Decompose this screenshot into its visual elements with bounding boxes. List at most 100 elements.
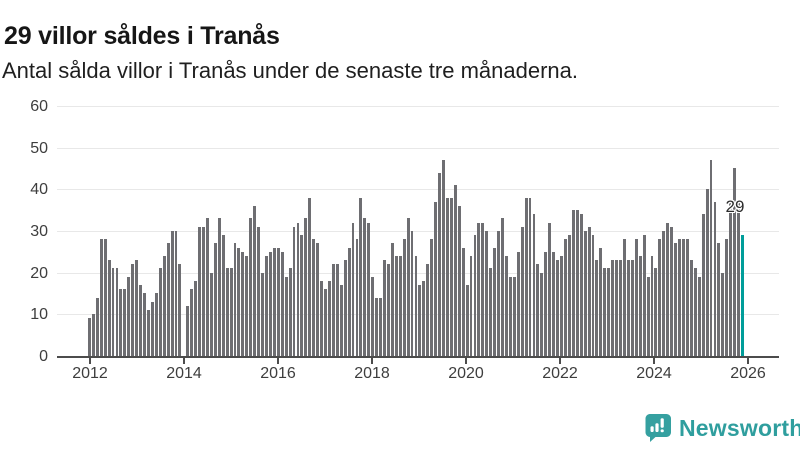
bar xyxy=(383,260,386,356)
bar xyxy=(95,298,99,356)
gridline xyxy=(57,272,779,274)
bar xyxy=(697,277,701,356)
bar xyxy=(284,277,288,356)
bar xyxy=(394,256,398,356)
bar xyxy=(512,277,516,356)
bar xyxy=(99,239,103,356)
bar xyxy=(650,256,654,356)
bar xyxy=(292,227,296,356)
bar xyxy=(347,248,351,356)
x-axis-tick xyxy=(653,358,655,364)
x-axis-tick xyxy=(277,358,279,364)
bar xyxy=(477,223,481,356)
newsworthy-logo[interactable]: Newsworthy xyxy=(644,413,800,443)
bar xyxy=(556,260,560,356)
bar xyxy=(623,239,626,356)
bar xyxy=(442,160,445,356)
bar xyxy=(626,260,630,356)
bar xyxy=(335,264,339,356)
bar xyxy=(265,256,268,356)
bar xyxy=(115,268,119,356)
chart-title: 29 villor såldes i Tranås xyxy=(4,21,280,50)
bar xyxy=(603,268,607,356)
bar xyxy=(678,239,681,356)
bar xyxy=(119,289,123,356)
bar xyxy=(536,264,540,356)
bar xyxy=(280,252,284,356)
bar xyxy=(202,227,205,356)
bar xyxy=(229,268,233,356)
bar xyxy=(481,223,485,356)
bar xyxy=(674,243,678,356)
bar xyxy=(595,260,599,356)
bar xyxy=(351,223,355,356)
bar xyxy=(123,289,127,356)
bar xyxy=(505,256,508,356)
bar xyxy=(241,252,245,356)
bar xyxy=(206,218,209,356)
x-axis-tick-label: 2014 xyxy=(166,365,202,382)
x-axis-tick-label: 2012 xyxy=(72,365,108,382)
bar xyxy=(249,218,253,356)
bar xyxy=(217,218,221,356)
gridline xyxy=(57,231,779,232)
gridline xyxy=(57,314,779,316)
bar xyxy=(367,223,371,356)
bar xyxy=(162,256,166,356)
bar xyxy=(725,239,729,356)
gridline xyxy=(57,189,779,191)
x-axis-tick-label: 2018 xyxy=(354,365,390,382)
bar xyxy=(666,223,670,356)
bar xyxy=(682,239,685,356)
bar xyxy=(355,239,359,356)
chart-subtitle: Antal sålda villor i Tranås under de sen… xyxy=(2,58,578,83)
newsworthy-speech-bubble-icon xyxy=(644,413,672,443)
bar xyxy=(257,227,261,356)
bar xyxy=(457,206,461,356)
bar xyxy=(272,248,276,356)
bar xyxy=(237,248,241,356)
bar xyxy=(300,235,304,356)
bar xyxy=(737,202,740,356)
gridline xyxy=(57,106,779,107)
bar xyxy=(611,260,615,356)
bar xyxy=(705,189,709,356)
bar xyxy=(174,231,178,356)
bar xyxy=(516,252,520,356)
bar xyxy=(139,285,143,356)
bar xyxy=(221,235,225,356)
bar xyxy=(390,243,394,356)
bar xyxy=(312,239,316,356)
bar xyxy=(170,231,174,356)
bar xyxy=(544,252,548,356)
bar xyxy=(233,243,237,356)
bar xyxy=(540,273,544,356)
bar xyxy=(414,256,418,356)
bar xyxy=(245,256,249,356)
bar xyxy=(320,281,323,356)
x-axis-line xyxy=(57,356,779,358)
bar xyxy=(150,302,154,356)
bar xyxy=(713,202,717,356)
bar xyxy=(135,260,139,356)
bar xyxy=(615,260,619,356)
bar xyxy=(489,268,493,356)
bar xyxy=(497,231,501,356)
bar xyxy=(485,231,489,356)
bar xyxy=(343,260,347,356)
bar xyxy=(607,268,611,356)
x-axis-tick-label: 2024 xyxy=(636,365,672,382)
x-axis-tick-label: 2022 xyxy=(542,365,578,382)
bar xyxy=(579,214,583,356)
last-value-annotation: 29 xyxy=(725,197,745,216)
bar xyxy=(733,168,737,356)
bar xyxy=(327,281,331,356)
bar xyxy=(548,223,552,356)
bar xyxy=(147,310,150,356)
bar xyxy=(324,289,327,356)
bar xyxy=(528,198,532,356)
bar xyxy=(501,218,504,356)
bar xyxy=(288,268,292,356)
bar xyxy=(331,264,335,356)
